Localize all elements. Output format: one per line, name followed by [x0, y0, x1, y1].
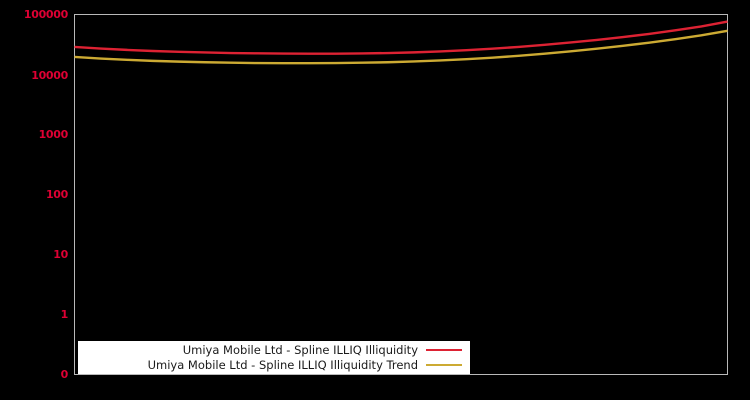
- legend-item-illiquidity[interactable]: Umiya Mobile Ltd - Spline ILLIQ Illiquid…: [78, 342, 470, 358]
- y-tick-label: 10000: [31, 69, 68, 82]
- y-tick-label: 10: [53, 248, 68, 261]
- y-tick-label: 1000: [38, 128, 69, 141]
- y-tick-label: 0: [60, 368, 69, 381]
- plot-area: [74, 14, 728, 375]
- legend-swatch-illiquidity: [426, 349, 462, 351]
- legend-item-illiquidity-trend[interactable]: Umiya Mobile Ltd - Spline ILLIQ Illiquid…: [78, 357, 470, 373]
- y-tick-label: 100: [45, 188, 68, 201]
- y-tick-label: 1: [60, 308, 69, 321]
- y-tick-label: 100000: [23, 8, 68, 21]
- chart-legend[interactable]: Umiya Mobile Ltd - Spline ILLIQ Illiquid…: [78, 341, 470, 374]
- legend-label-illiquidity: Umiya Mobile Ltd - Spline ILLIQ Illiquid…: [182, 343, 418, 357]
- legend-swatch-illiquidity-trend: [426, 364, 462, 366]
- legend-label-illiquidity-trend: Umiya Mobile Ltd - Spline ILLIQ Illiquid…: [147, 358, 418, 372]
